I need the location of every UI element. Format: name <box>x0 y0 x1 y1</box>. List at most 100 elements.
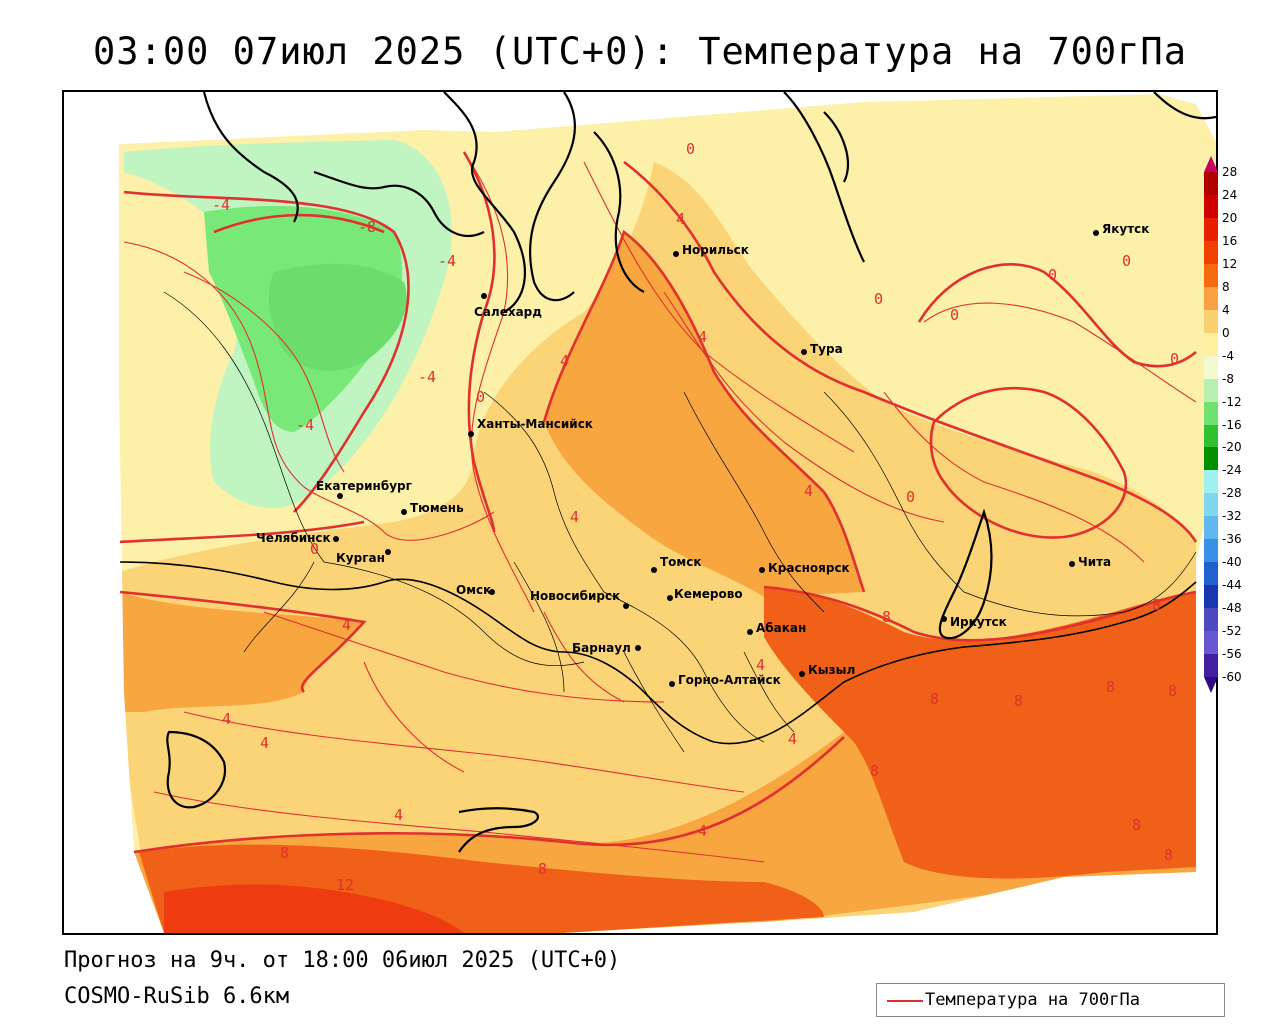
scale-step <box>1204 562 1218 586</box>
legend-box: Температура на 700гПа <box>876 983 1225 1017</box>
city-dot <box>337 493 343 499</box>
scale-step <box>1204 332 1218 357</box>
city-dot <box>799 671 805 677</box>
city-dot <box>801 349 807 355</box>
scale-tick-label: -12 <box>1222 394 1242 409</box>
city-dot <box>489 589 495 595</box>
city-dot <box>468 431 474 437</box>
contour-labels: -4 -8 -4 -4 -4 0 0 0 0 0 0 0 0 0 4 4 4 4… <box>212 140 1179 894</box>
scale-tick-label: -8 <box>1222 371 1234 386</box>
outside-domain-w <box>64 144 164 933</box>
contour-label: 8 <box>882 608 891 626</box>
city-dot <box>667 595 673 601</box>
scale-tick-label: -16 <box>1222 417 1242 432</box>
city-dot <box>673 251 679 257</box>
contour-label: 0 <box>310 540 319 558</box>
scale-tick-label: -24 <box>1222 463 1242 478</box>
scale-step <box>1204 516 1218 540</box>
scale-tick-label: -20 <box>1222 440 1242 455</box>
contour-label: 0 <box>1122 252 1131 270</box>
scale-step <box>1204 539 1218 563</box>
city-label: Екатеринбург <box>316 479 412 493</box>
legend-line-swatch <box>887 1000 923 1002</box>
city-dot <box>1093 230 1099 236</box>
scale-tick-label: -56 <box>1222 647 1242 662</box>
city-dot <box>623 603 629 609</box>
forecast-info: Прогноз на 9ч. от 18:00 06июл 2025 (UTC+… <box>64 948 621 973</box>
city-label: Норильск <box>682 243 749 257</box>
contour-label: 4 <box>560 352 569 370</box>
outside-domain-ne <box>494 92 1216 142</box>
contour-label: 4 <box>394 806 403 824</box>
outside-domain-se <box>564 472 1216 933</box>
contour-label: 0 <box>476 388 485 406</box>
scale-tick-label: -32 <box>1222 509 1242 524</box>
scale-step <box>1204 240 1218 265</box>
city-dot <box>747 629 753 635</box>
contour-label: -8 <box>358 218 376 236</box>
scale-step <box>1204 631 1218 655</box>
city-dot <box>669 681 675 687</box>
scale-step <box>1204 424 1218 448</box>
major-isolines <box>119 151 1198 854</box>
city-label: Томск <box>660 555 702 569</box>
city-label: Кемерово <box>674 587 743 601</box>
scale-step <box>1204 355 1218 380</box>
contour-label: 4 <box>260 734 269 752</box>
cities: Салехард Норильск Тура Якутск Ханты-Манс… <box>256 222 1149 687</box>
scale-step <box>1204 309 1218 334</box>
scale-step <box>1204 585 1218 609</box>
scale-tick-label: -44 <box>1222 578 1242 593</box>
temperature-isolines <box>123 151 1197 863</box>
scale-tick-label: 16 <box>1222 233 1238 248</box>
scale-tick-label: -4 <box>1222 348 1234 363</box>
city-dot <box>481 293 487 299</box>
contour-label: 8 <box>280 844 289 862</box>
contour-label: 8 <box>870 762 879 780</box>
city-label: Красноярск <box>768 561 850 575</box>
scale-bottom-arrow <box>1204 677 1218 693</box>
city-label: Абакан <box>756 621 806 635</box>
coastlines <box>166 92 1216 853</box>
scale-tick-label: -52 <box>1222 624 1242 639</box>
contour-label: -4 <box>418 368 436 386</box>
city-dot <box>941 616 947 622</box>
map-title: 03:00 07июл 2025 (UTC+0): Температура на… <box>93 30 1187 73</box>
contour-label: 8 <box>1106 678 1115 696</box>
city-label: Челябинск <box>256 531 331 545</box>
city-label: Салехард <box>474 305 542 319</box>
contour-label: 8 <box>1152 596 1161 614</box>
contour-label: 8 <box>1132 816 1141 834</box>
scale-tick-label: -40 <box>1222 555 1242 570</box>
city-label: Омск <box>456 583 491 597</box>
scale-tick-label: 12 <box>1222 256 1238 271</box>
city-label: Ханты-Мансийск <box>477 417 593 431</box>
scale-step <box>1204 172 1218 196</box>
contour-label: 0 <box>686 140 695 158</box>
contour-label: 8 <box>1168 682 1177 700</box>
scale-step <box>1204 217 1218 242</box>
scale-tick-label: -28 <box>1222 486 1242 501</box>
scale-step <box>1204 286 1218 311</box>
city-label: Тюмень <box>410 501 464 515</box>
scale-tick-label: 4 <box>1222 302 1230 317</box>
scale-step <box>1204 493 1218 517</box>
contour-label: -4 <box>438 252 456 270</box>
scale-tick-label: -60 <box>1222 670 1242 684</box>
contour-label: 8 <box>538 860 547 878</box>
temperature-map: Салехард Норильск Тура Якутск Ханты-Манс… <box>62 90 1218 935</box>
scale-tick-label: -48 <box>1222 601 1242 616</box>
scale-step <box>1204 608 1218 632</box>
scale-tick-label: 8 <box>1222 279 1230 294</box>
contour-label: 8 <box>1014 692 1023 710</box>
contour-label: 4 <box>804 482 813 500</box>
outside-domain-nw <box>64 92 424 147</box>
contour-label: 4 <box>342 616 351 634</box>
contour-label: 8 <box>930 690 939 708</box>
contour-label: -4 <box>296 416 314 434</box>
contour-label: 4 <box>570 508 579 526</box>
city-dot <box>759 567 765 573</box>
city-label: Чита <box>1078 555 1111 569</box>
contour-label: 4 <box>788 730 797 748</box>
contour-label: 12 <box>336 876 354 894</box>
